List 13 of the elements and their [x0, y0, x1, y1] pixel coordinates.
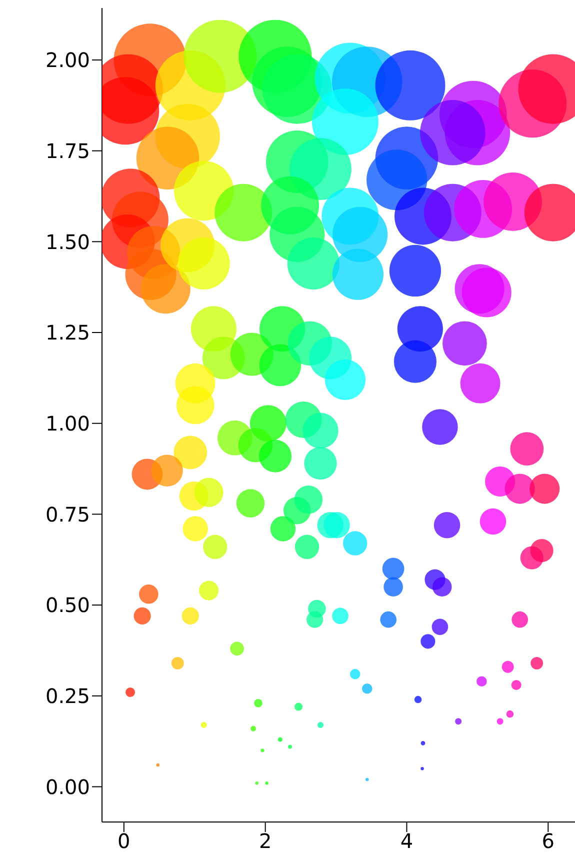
y-tick-label: 1.50	[45, 230, 90, 254]
y-tick-label: 0.75	[45, 502, 90, 526]
y-tick-label: 0.25	[45, 684, 90, 708]
y-tick-label: 0.50	[45, 593, 90, 618]
x-tick-label: 6	[542, 829, 554, 854]
x-tick-label: 2	[258, 829, 272, 854]
y-tick-label: 1.00	[45, 411, 90, 436]
y-tick-label: 0.00	[45, 774, 90, 799]
y-tick-label: 1.25	[45, 320, 90, 345]
y-tick-label: 1.75	[45, 138, 90, 163]
y-tick-label: 2.00	[45, 48, 90, 72]
x-tick-label: 0	[118, 829, 130, 854]
x-tick-label: 4	[400, 829, 414, 854]
